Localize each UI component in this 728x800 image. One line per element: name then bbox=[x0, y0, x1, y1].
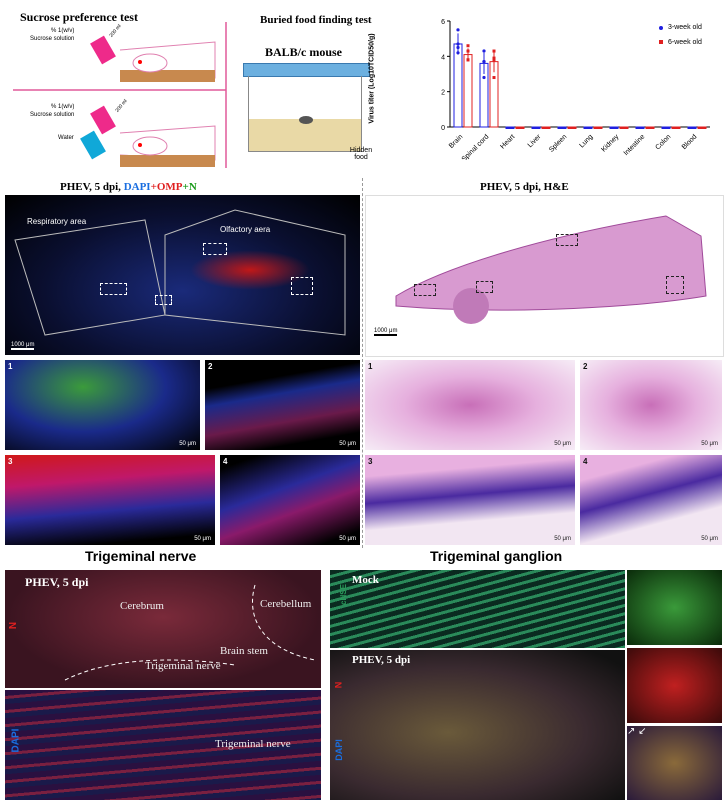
data-point bbox=[492, 49, 496, 53]
he-panel-2: 2 50 μm bbox=[580, 360, 722, 450]
x-tick-label: Heart bbox=[499, 133, 516, 150]
he-title: PHEV, 5 dpi, H&E bbox=[480, 181, 569, 193]
x-tick-label: Liver bbox=[527, 133, 543, 149]
bar-6-week-old bbox=[567, 126, 577, 129]
tn-n-label: N bbox=[8, 621, 20, 630]
if-panel-4: 4 50 μm bbox=[220, 455, 360, 545]
mouse-label: BALB/c mouse bbox=[265, 45, 343, 59]
y-tick-label: 6 bbox=[441, 19, 445, 26]
trigeminal-nerve-label: Trigeminal nerve bbox=[145, 660, 221, 672]
tg-title: Trigeminal ganglion bbox=[430, 548, 563, 564]
bar-3-week-old bbox=[609, 126, 619, 129]
tg-mock: Mock bbox=[330, 570, 625, 648]
he-panel-3: 3 50 μm bbox=[365, 455, 575, 545]
bar-3-week-old bbox=[583, 126, 593, 129]
legend-marker-6wk bbox=[659, 40, 663, 44]
x-tick-label: Intestine bbox=[623, 133, 647, 157]
sucrose-label-bottom: % 1(w/v) Sucrose solution bbox=[30, 104, 75, 118]
tn-subtitle: PHEV, 5 dpi bbox=[25, 575, 89, 589]
y-tick-label: 0 bbox=[441, 125, 445, 132]
tg-n-label: N bbox=[333, 681, 344, 689]
buried-title: Buried food finding test bbox=[260, 14, 372, 26]
data-point bbox=[456, 42, 460, 46]
data-point bbox=[492, 76, 496, 80]
x-tick-label: Lung bbox=[578, 133, 594, 149]
data-point bbox=[466, 49, 470, 53]
cerebellum-label: Cerebellum bbox=[260, 598, 312, 610]
legend-marker-3wk bbox=[659, 26, 663, 30]
water-label: Water bbox=[58, 135, 74, 141]
bar-6-week-old bbox=[697, 126, 707, 129]
cage-lid bbox=[243, 63, 370, 77]
tn-title: Trigeminal nerve bbox=[85, 548, 197, 564]
if-panel-1: 1 50 μm bbox=[5, 360, 200, 450]
data-point bbox=[482, 75, 486, 80]
x-tick-label: Colon bbox=[655, 133, 673, 151]
data-point bbox=[466, 58, 470, 62]
brain-stem-label: Brain stem bbox=[220, 645, 268, 657]
tg-phev: PHEV, 5 dpi bbox=[330, 650, 625, 800]
sucrose-title: Sucrose preference test bbox=[20, 10, 138, 24]
he-scale-bar: 1000 μm bbox=[374, 328, 398, 336]
x-tick-label: Blood bbox=[681, 133, 699, 151]
tn-overview: PHEV, 5 dpi Cerebrum Cerebellum Brain st… bbox=[5, 570, 321, 688]
bar-3-week-old bbox=[531, 126, 541, 129]
bar-6-week-old bbox=[515, 126, 525, 129]
tg-dapi-label: DAPI bbox=[333, 739, 344, 761]
data-point bbox=[492, 58, 496, 62]
data-point bbox=[456, 45, 460, 50]
data-point bbox=[456, 28, 460, 32]
if-overview: Respiratory area Olfactory aera 1000 μm bbox=[5, 195, 360, 355]
bar-3-week-old bbox=[661, 126, 671, 129]
cerebrum-label: Cerebrum bbox=[120, 600, 164, 612]
y-tick-label: 4 bbox=[441, 54, 445, 61]
if-title: PHEV, 5 dpi, DAPI+OMP+N bbox=[60, 181, 197, 193]
x-tick-label: Spleen bbox=[548, 133, 568, 153]
sucrose-diagram bbox=[13, 22, 227, 168]
tg-zoom-green bbox=[627, 570, 722, 645]
data-point bbox=[492, 56, 496, 60]
trigeminal-nerve-label-2: Trigeminal nerve bbox=[215, 738, 291, 750]
x-tick-label: Brain bbox=[448, 133, 465, 150]
y-tick-label: 2 bbox=[441, 90, 445, 97]
divider bbox=[362, 178, 363, 548]
bar-6-week-old bbox=[645, 126, 655, 129]
tn-detail: Trigeminal nerve bbox=[5, 690, 321, 800]
data-point bbox=[482, 60, 486, 64]
bar-6-week-old bbox=[593, 126, 603, 129]
x-tick-label: Kidney bbox=[600, 133, 620, 153]
data-point bbox=[456, 51, 460, 55]
if-panel-3: 3 50 μm bbox=[5, 455, 215, 545]
bar-3-week-old bbox=[557, 126, 567, 129]
bar-3-week-old bbox=[635, 126, 645, 129]
sucrose-label-top: % 1(w/v) Sucrose solution bbox=[30, 28, 75, 42]
y-axis-label: Virus titer (Log10TCID50/g) bbox=[368, 33, 376, 124]
tg-zoom-red bbox=[627, 648, 722, 723]
bar-6-week-old bbox=[463, 54, 473, 128]
cage bbox=[248, 76, 362, 152]
bar-3-week-old bbox=[687, 126, 697, 129]
he-overview: 1000 μm bbox=[365, 195, 724, 357]
respiratory-label: Respiratory area bbox=[27, 217, 87, 226]
he-panel-4: 4 50 μm bbox=[580, 455, 722, 545]
he-panel-1: 1 50 μm bbox=[365, 360, 575, 450]
bar-6-week-old bbox=[541, 126, 551, 129]
olfactory-label: Olfactory aera bbox=[220, 225, 271, 234]
x-tick-label: Spinal cord bbox=[461, 133, 491, 160]
data-point bbox=[466, 44, 470, 48]
tg-nse-label: cNSE bbox=[338, 584, 348, 605]
bar-6-week-old bbox=[671, 126, 681, 129]
legend-6wk: 6-week old bbox=[668, 39, 702, 46]
hidden-food-label: Hidden food bbox=[349, 147, 373, 161]
data-point bbox=[482, 49, 486, 53]
bar-3-week-old bbox=[453, 43, 463, 128]
bar-6-week-old bbox=[619, 126, 629, 129]
tg-zoom-merge: ↗ ↙ bbox=[627, 726, 722, 800]
bar-3-week-old bbox=[505, 126, 515, 129]
scale-bar: 1000 μm bbox=[11, 342, 35, 350]
legend-3wk: 3-week old bbox=[668, 24, 702, 31]
tn-dapi-label: DAPI bbox=[10, 728, 22, 753]
if-panel-2: 2 50 μm bbox=[205, 360, 360, 450]
